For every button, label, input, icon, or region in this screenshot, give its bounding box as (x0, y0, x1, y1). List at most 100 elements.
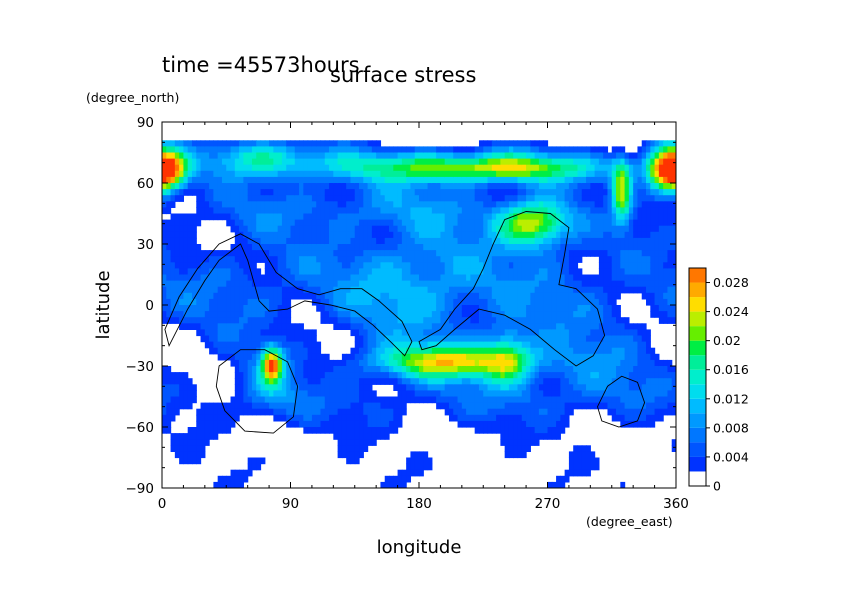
heatmap-cell (410, 170, 416, 178)
heatmap-cell (551, 329, 557, 337)
heatmap-cell (423, 366, 429, 373)
heatmap-cell (363, 439, 369, 446)
heatmap-cell (389, 176, 394, 184)
heatmap-cell (286, 341, 292, 349)
heatmap-cell (461, 201, 467, 208)
heatmap-cell (547, 274, 553, 282)
heatmap-cell (586, 311, 591, 318)
heatmap-cell (277, 311, 283, 318)
heatmap-cell (474, 372, 480, 379)
heatmap-cell (260, 366, 266, 373)
heatmap-cell (350, 207, 356, 215)
heatmap-cell (299, 408, 304, 416)
heatmap-cell (504, 366, 510, 373)
heatmap-cell (474, 201, 480, 208)
heatmap-cell (320, 225, 326, 233)
heatmap-cell (453, 384, 459, 391)
heatmap-cell (560, 323, 566, 330)
heatmap-cell (577, 250, 583, 257)
heatmap-cell (239, 311, 244, 318)
heatmap-cell (384, 250, 390, 257)
heatmap-cell (264, 256, 270, 263)
heatmap-cell (376, 244, 382, 251)
heatmap-cell (534, 189, 540, 196)
heatmap-cell (174, 292, 180, 300)
heatmap-cell (179, 298, 185, 306)
heatmap-cell (628, 384, 634, 391)
heatmap-cell (243, 256, 249, 263)
heatmap-cell (307, 378, 313, 385)
heatmap-cell (594, 189, 600, 196)
heatmap-cell (423, 323, 429, 330)
heatmap-cell (230, 305, 236, 312)
heatmap-cell (423, 146, 429, 154)
heatmap-cell (466, 268, 471, 276)
heatmap-cell (436, 268, 442, 276)
heatmap-cell (247, 158, 253, 166)
heatmap-cell (577, 225, 583, 233)
heatmap-cell (393, 414, 399, 422)
heatmap-cell (624, 353, 630, 361)
heatmap-cell (594, 170, 600, 178)
heatmap-cell (568, 457, 574, 465)
heatmap-cell (581, 323, 587, 330)
heatmap-cell (603, 402, 609, 410)
heatmap-cell (243, 408, 249, 416)
heatmap-cell (217, 292, 223, 300)
heatmap-cell (337, 305, 343, 312)
heatmap-cell (320, 311, 326, 318)
heatmap-cell (491, 286, 497, 294)
heatmap-cell (337, 317, 343, 324)
heatmap-cell (423, 280, 429, 288)
heatmap-cell (299, 244, 304, 251)
heatmap-cell (487, 280, 493, 288)
heatmap-cell (611, 213, 617, 221)
heatmap-cell (256, 207, 262, 215)
heatmap-cell (508, 427, 514, 434)
heatmap-cell (457, 396, 463, 404)
heatmap-cell (504, 274, 510, 282)
heatmap-cell (264, 268, 270, 276)
heatmap-cell (616, 317, 621, 324)
heatmap-cell (474, 396, 480, 404)
heatmap-cell (234, 140, 240, 147)
heatmap-cell (367, 292, 373, 300)
heatmap-cell (573, 396, 579, 404)
heatmap-cell (170, 237, 176, 245)
heatmap-cell (264, 359, 270, 367)
heatmap-cell (534, 213, 540, 221)
heatmap-cell (577, 219, 583, 227)
heatmap-cell (431, 207, 437, 215)
heatmap-cell (303, 274, 309, 282)
heatmap-cell (620, 366, 626, 373)
heatmap-cell (162, 268, 167, 276)
heatmap-cell (333, 390, 339, 398)
heatmap-cell (461, 323, 467, 330)
heatmap-cell (196, 213, 202, 221)
heatmap-cell (234, 390, 240, 398)
heatmap-cell (487, 152, 493, 160)
heatmap-cell (346, 183, 352, 190)
heatmap-cell (204, 402, 210, 410)
heatmap-cell (170, 244, 176, 251)
heatmap-cell (380, 201, 386, 208)
heatmap-cell (281, 384, 287, 391)
heatmap-cell (239, 390, 244, 398)
heatmap-cell (419, 396, 424, 404)
heatmap-cell (444, 353, 450, 361)
heatmap-cell (320, 317, 326, 324)
heatmap-cell (234, 292, 240, 300)
heatmap-cell (474, 250, 480, 257)
heatmap-cell (384, 359, 390, 367)
heatmap-cell (478, 225, 484, 233)
heatmap-cell (393, 329, 399, 337)
heatmap-cell (217, 286, 223, 294)
heatmap-cell (508, 323, 514, 330)
heatmap-cell (221, 402, 227, 410)
heatmap-cell (359, 268, 364, 276)
heatmap-cell (239, 176, 244, 184)
heatmap-cell (183, 433, 189, 440)
heatmap-cell (311, 414, 317, 422)
heatmap-cell (234, 305, 240, 312)
heatmap-cell (311, 341, 317, 349)
